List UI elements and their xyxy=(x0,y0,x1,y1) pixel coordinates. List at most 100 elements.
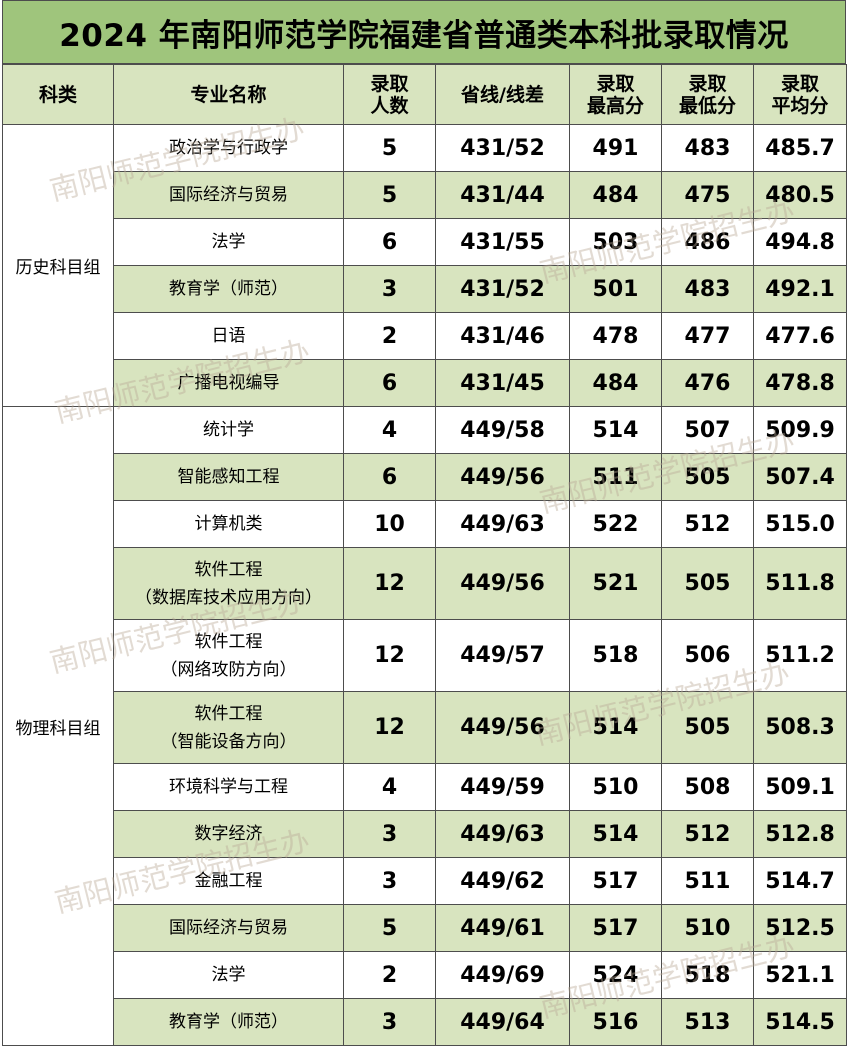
max-cell: 514 xyxy=(569,406,662,454)
avg-cell: 485.7 xyxy=(753,124,847,172)
max-cell: 478 xyxy=(569,312,662,360)
max-cell: 503 xyxy=(569,218,662,266)
max-cell: 518 xyxy=(569,619,662,692)
min-cell: 475 xyxy=(661,171,754,219)
avg-cell: 478.8 xyxy=(753,359,847,407)
max-cell: 517 xyxy=(569,904,662,952)
avg-cell: 521.1 xyxy=(753,951,847,999)
line-cell: 431/55 xyxy=(435,218,570,266)
major-cell: 环境科学与工程 xyxy=(113,763,344,811)
major-name: 日语 xyxy=(211,326,246,346)
major-cell: 法学 xyxy=(113,218,344,266)
admission-table: 科类 专业名称 录取 人数 省线/线差 录取 最高分 录取 最低分 录取 平均分… xyxy=(2,64,847,1046)
table-row: 软件工程 （网络攻防方向） 12 449/57 518 506 511.2 xyxy=(3,619,847,692)
min-cell: 505 xyxy=(661,691,754,764)
avg-cell: 492.1 xyxy=(753,265,847,313)
avg-cell: 477.6 xyxy=(753,312,847,360)
page-title: 2024 年南阳师范学院福建省普通类本科批录取情况 xyxy=(2,0,846,64)
table-row: 国际经济与贸易 5 431/44 484 475 480.5 xyxy=(3,171,847,219)
line-cell: 449/57 xyxy=(435,619,570,692)
max-cell: 484 xyxy=(569,171,662,219)
category-cell: 物理科目组 xyxy=(2,406,114,1046)
min-cell: 483 xyxy=(661,124,754,172)
major-cell: 国际经济与贸易 xyxy=(113,171,344,219)
avg-cell: 509.1 xyxy=(753,763,847,811)
min-cell: 511 xyxy=(661,857,754,905)
admitted-cell: 6 xyxy=(343,453,436,501)
avg-cell: 512.5 xyxy=(753,904,847,952)
major-name: 教育学（师范） xyxy=(169,1012,288,1032)
header-major: 专业名称 xyxy=(113,64,344,125)
max-cell: 517 xyxy=(569,857,662,905)
table-row: 国际经济与贸易 5 449/61 517 510 512.5 xyxy=(3,904,847,952)
major-name: （网络攻防方向） xyxy=(160,659,297,680)
table-row: 数字经济 3 449/63 514 512 512.8 xyxy=(3,810,847,858)
major-cell: 广播电视编导 xyxy=(113,359,344,407)
table-row: 法学 2 449/69 524 518 521.1 xyxy=(3,951,847,999)
avg-cell: 514.7 xyxy=(753,857,847,905)
line-cell: 449/62 xyxy=(435,857,570,905)
major-name: 数字经济 xyxy=(194,824,263,844)
min-cell: 512 xyxy=(661,810,754,858)
avg-cell: 507.4 xyxy=(753,453,847,501)
avg-cell: 514.5 xyxy=(753,998,847,1046)
line-cell: 431/52 xyxy=(435,124,570,172)
max-cell: 522 xyxy=(569,500,662,548)
admitted-cell: 10 xyxy=(343,500,436,548)
header-category: 科类 xyxy=(2,64,114,125)
max-cell: 524 xyxy=(569,951,662,999)
line-cell: 449/56 xyxy=(435,547,570,620)
min-cell: 510 xyxy=(661,904,754,952)
table-row: 软件工程 （数据库技术应用方向） 12 449/56 521 505 511.8 xyxy=(3,547,847,620)
header-line: 省线/线差 xyxy=(435,64,570,125)
min-cell: 507 xyxy=(661,406,754,454)
major-cell: 数字经济 xyxy=(113,810,344,858)
major-cell: 智能感知工程 xyxy=(113,453,344,501)
major-cell: 教育学（师范） xyxy=(113,998,344,1046)
table-row: 金融工程 3 449/62 517 511 514.7 xyxy=(3,857,847,905)
major-name: 计算机类 xyxy=(194,514,263,534)
table-row: 教育学（师范） 3 449/64 516 513 514.5 xyxy=(3,998,847,1046)
line-cell: 431/44 xyxy=(435,171,570,219)
major-name: （数据库技术应用方向） xyxy=(135,587,322,608)
major-cell: 金融工程 xyxy=(113,857,344,905)
avg-cell: 494.8 xyxy=(753,218,847,266)
major-name: 金融工程 xyxy=(194,871,263,891)
avg-cell: 508.3 xyxy=(753,691,847,764)
table-row: 广播电视编导 6 431/45 484 476 478.8 xyxy=(3,359,847,407)
admitted-cell: 6 xyxy=(343,359,436,407)
header-row: 科类 专业名称 录取 人数 省线/线差 录取 最高分 录取 最低分 录取 平均分 xyxy=(2,64,847,125)
admitted-cell: 2 xyxy=(343,951,436,999)
admitted-cell: 4 xyxy=(343,763,436,811)
max-cell: 491 xyxy=(569,124,662,172)
major-cell: 计算机类 xyxy=(113,500,344,548)
major-name: 统计学 xyxy=(203,420,254,440)
line-cell: 449/64 xyxy=(435,998,570,1046)
admitted-cell: 5 xyxy=(343,171,436,219)
min-cell: 508 xyxy=(661,763,754,811)
major-name: 智能感知工程 xyxy=(177,467,280,487)
major-name: 政治学与行政学 xyxy=(169,138,288,158)
major-name: 软件工程 xyxy=(194,631,263,652)
major-name: 环境科学与工程 xyxy=(169,777,288,797)
admitted-cell: 3 xyxy=(343,857,436,905)
line-cell: 449/58 xyxy=(435,406,570,454)
line-cell: 449/59 xyxy=(435,763,570,811)
table-row: 物理科目组 统计学 4 449/58 514 507 509.9 xyxy=(2,406,847,1046)
table-row: 教育学（师范） 3 431/52 501 483 492.1 xyxy=(3,265,847,313)
category-cell: 历史科目组 xyxy=(2,124,114,407)
admitted-cell: 12 xyxy=(343,619,436,692)
avg-cell: 509.9 xyxy=(753,406,847,454)
major-name: 国际经济与贸易 xyxy=(169,918,288,938)
max-cell: 484 xyxy=(569,359,662,407)
avg-cell: 511.2 xyxy=(753,619,847,692)
header-admitted: 录取 人数 xyxy=(343,64,436,125)
table-row: 计算机类 10 449/63 522 512 515.0 xyxy=(3,500,847,548)
admitted-cell: 6 xyxy=(343,218,436,266)
line-cell: 431/46 xyxy=(435,312,570,360)
max-cell: 501 xyxy=(569,265,662,313)
header-max: 录取 最高分 xyxy=(569,64,662,125)
admitted-cell: 12 xyxy=(343,547,436,620)
min-cell: 477 xyxy=(661,312,754,360)
admitted-cell: 3 xyxy=(343,998,436,1046)
